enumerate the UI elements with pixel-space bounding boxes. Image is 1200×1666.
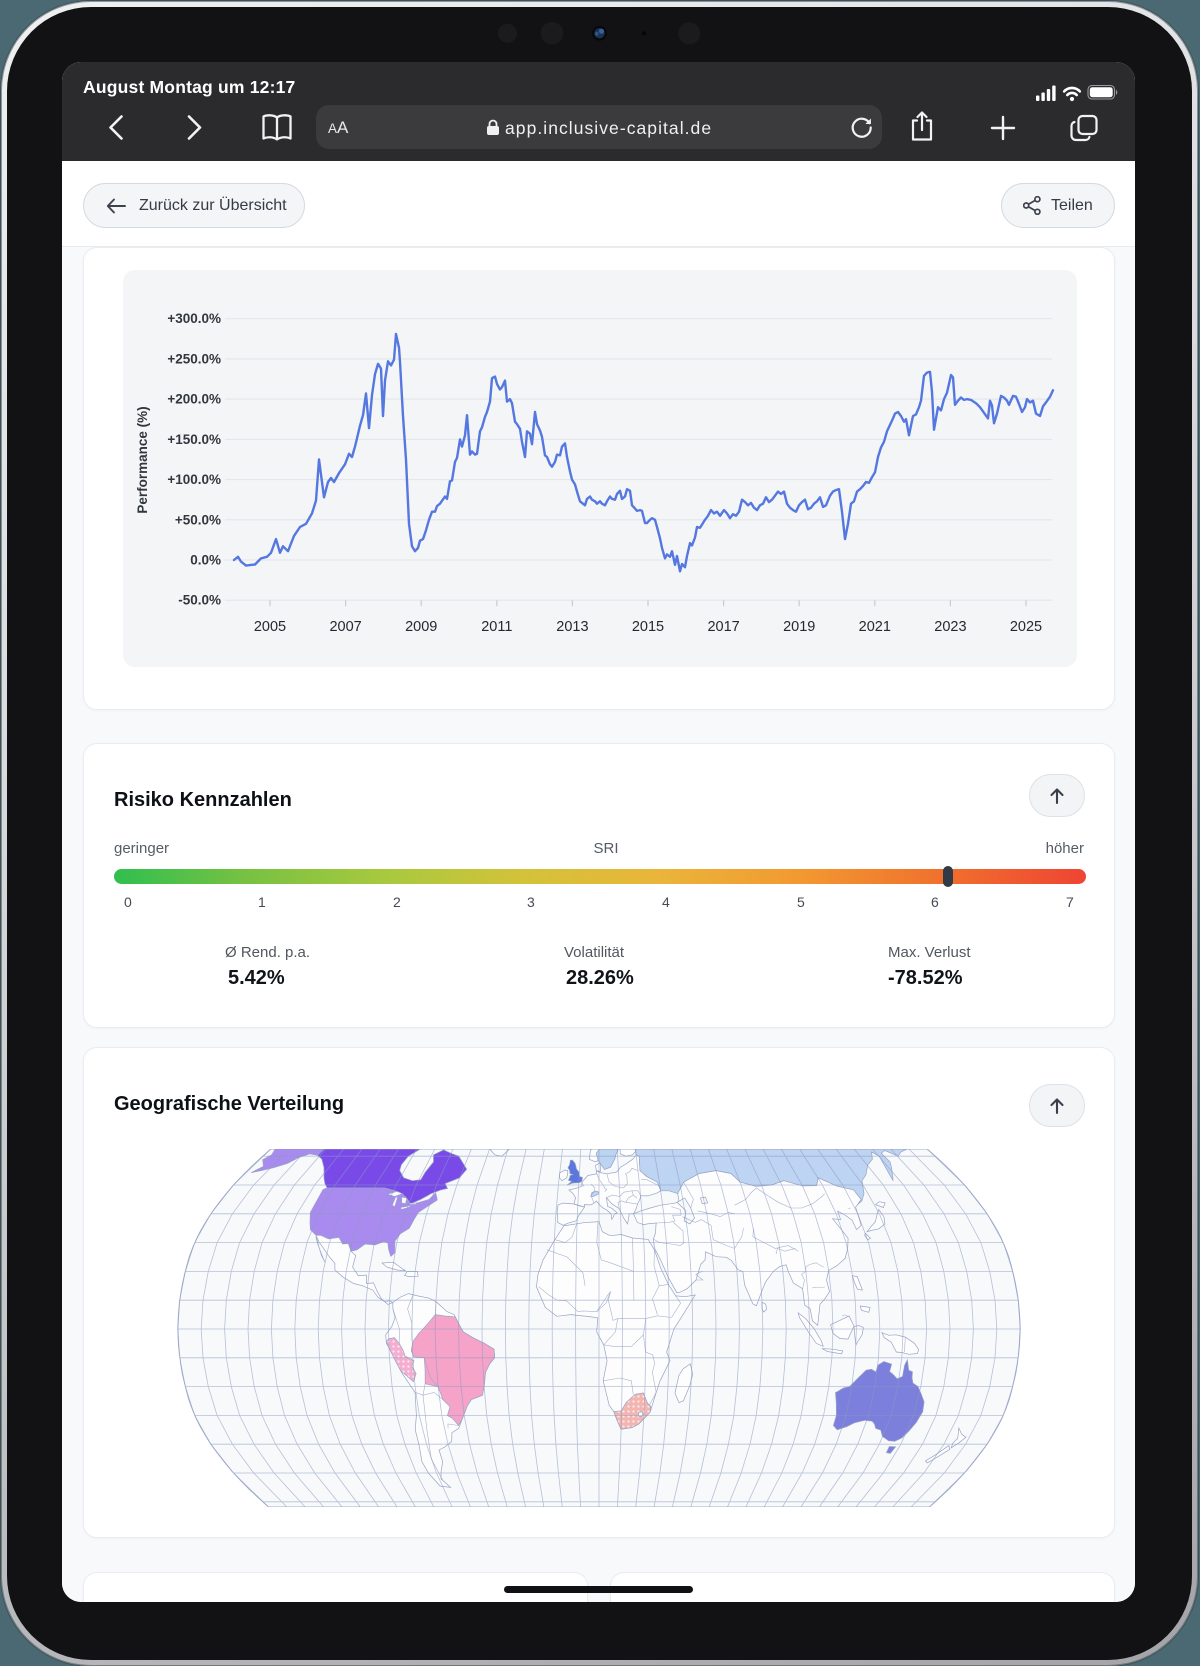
svg-text:2021: 2021 (859, 619, 891, 635)
svg-text:2007: 2007 (329, 619, 361, 635)
svg-text:2023: 2023 (934, 619, 966, 635)
svg-text:2013: 2013 (556, 619, 588, 635)
svg-text:2025: 2025 (1010, 619, 1042, 635)
svg-text:+300.0%: +300.0% (167, 311, 221, 326)
svg-text:2017: 2017 (707, 619, 739, 635)
svg-text:+250.0%: +250.0% (167, 351, 221, 366)
svg-text:+50.0%: +50.0% (175, 512, 221, 527)
svg-text:2019: 2019 (783, 619, 815, 635)
svg-text:+200.0%: +200.0% (167, 392, 221, 407)
svg-text:-50.0%: -50.0% (178, 593, 221, 608)
svg-text:2011: 2011 (481, 619, 512, 635)
svg-text:+150.0%: +150.0% (167, 432, 221, 447)
svg-text:Performance (%): Performance (%) (135, 406, 150, 513)
svg-text:2015: 2015 (632, 619, 664, 635)
svg-text:+100.0%: +100.0% (167, 472, 221, 487)
svg-text:2009: 2009 (405, 619, 437, 635)
svg-text:2005: 2005 (254, 619, 286, 635)
svg-text:0.0%: 0.0% (190, 553, 221, 568)
